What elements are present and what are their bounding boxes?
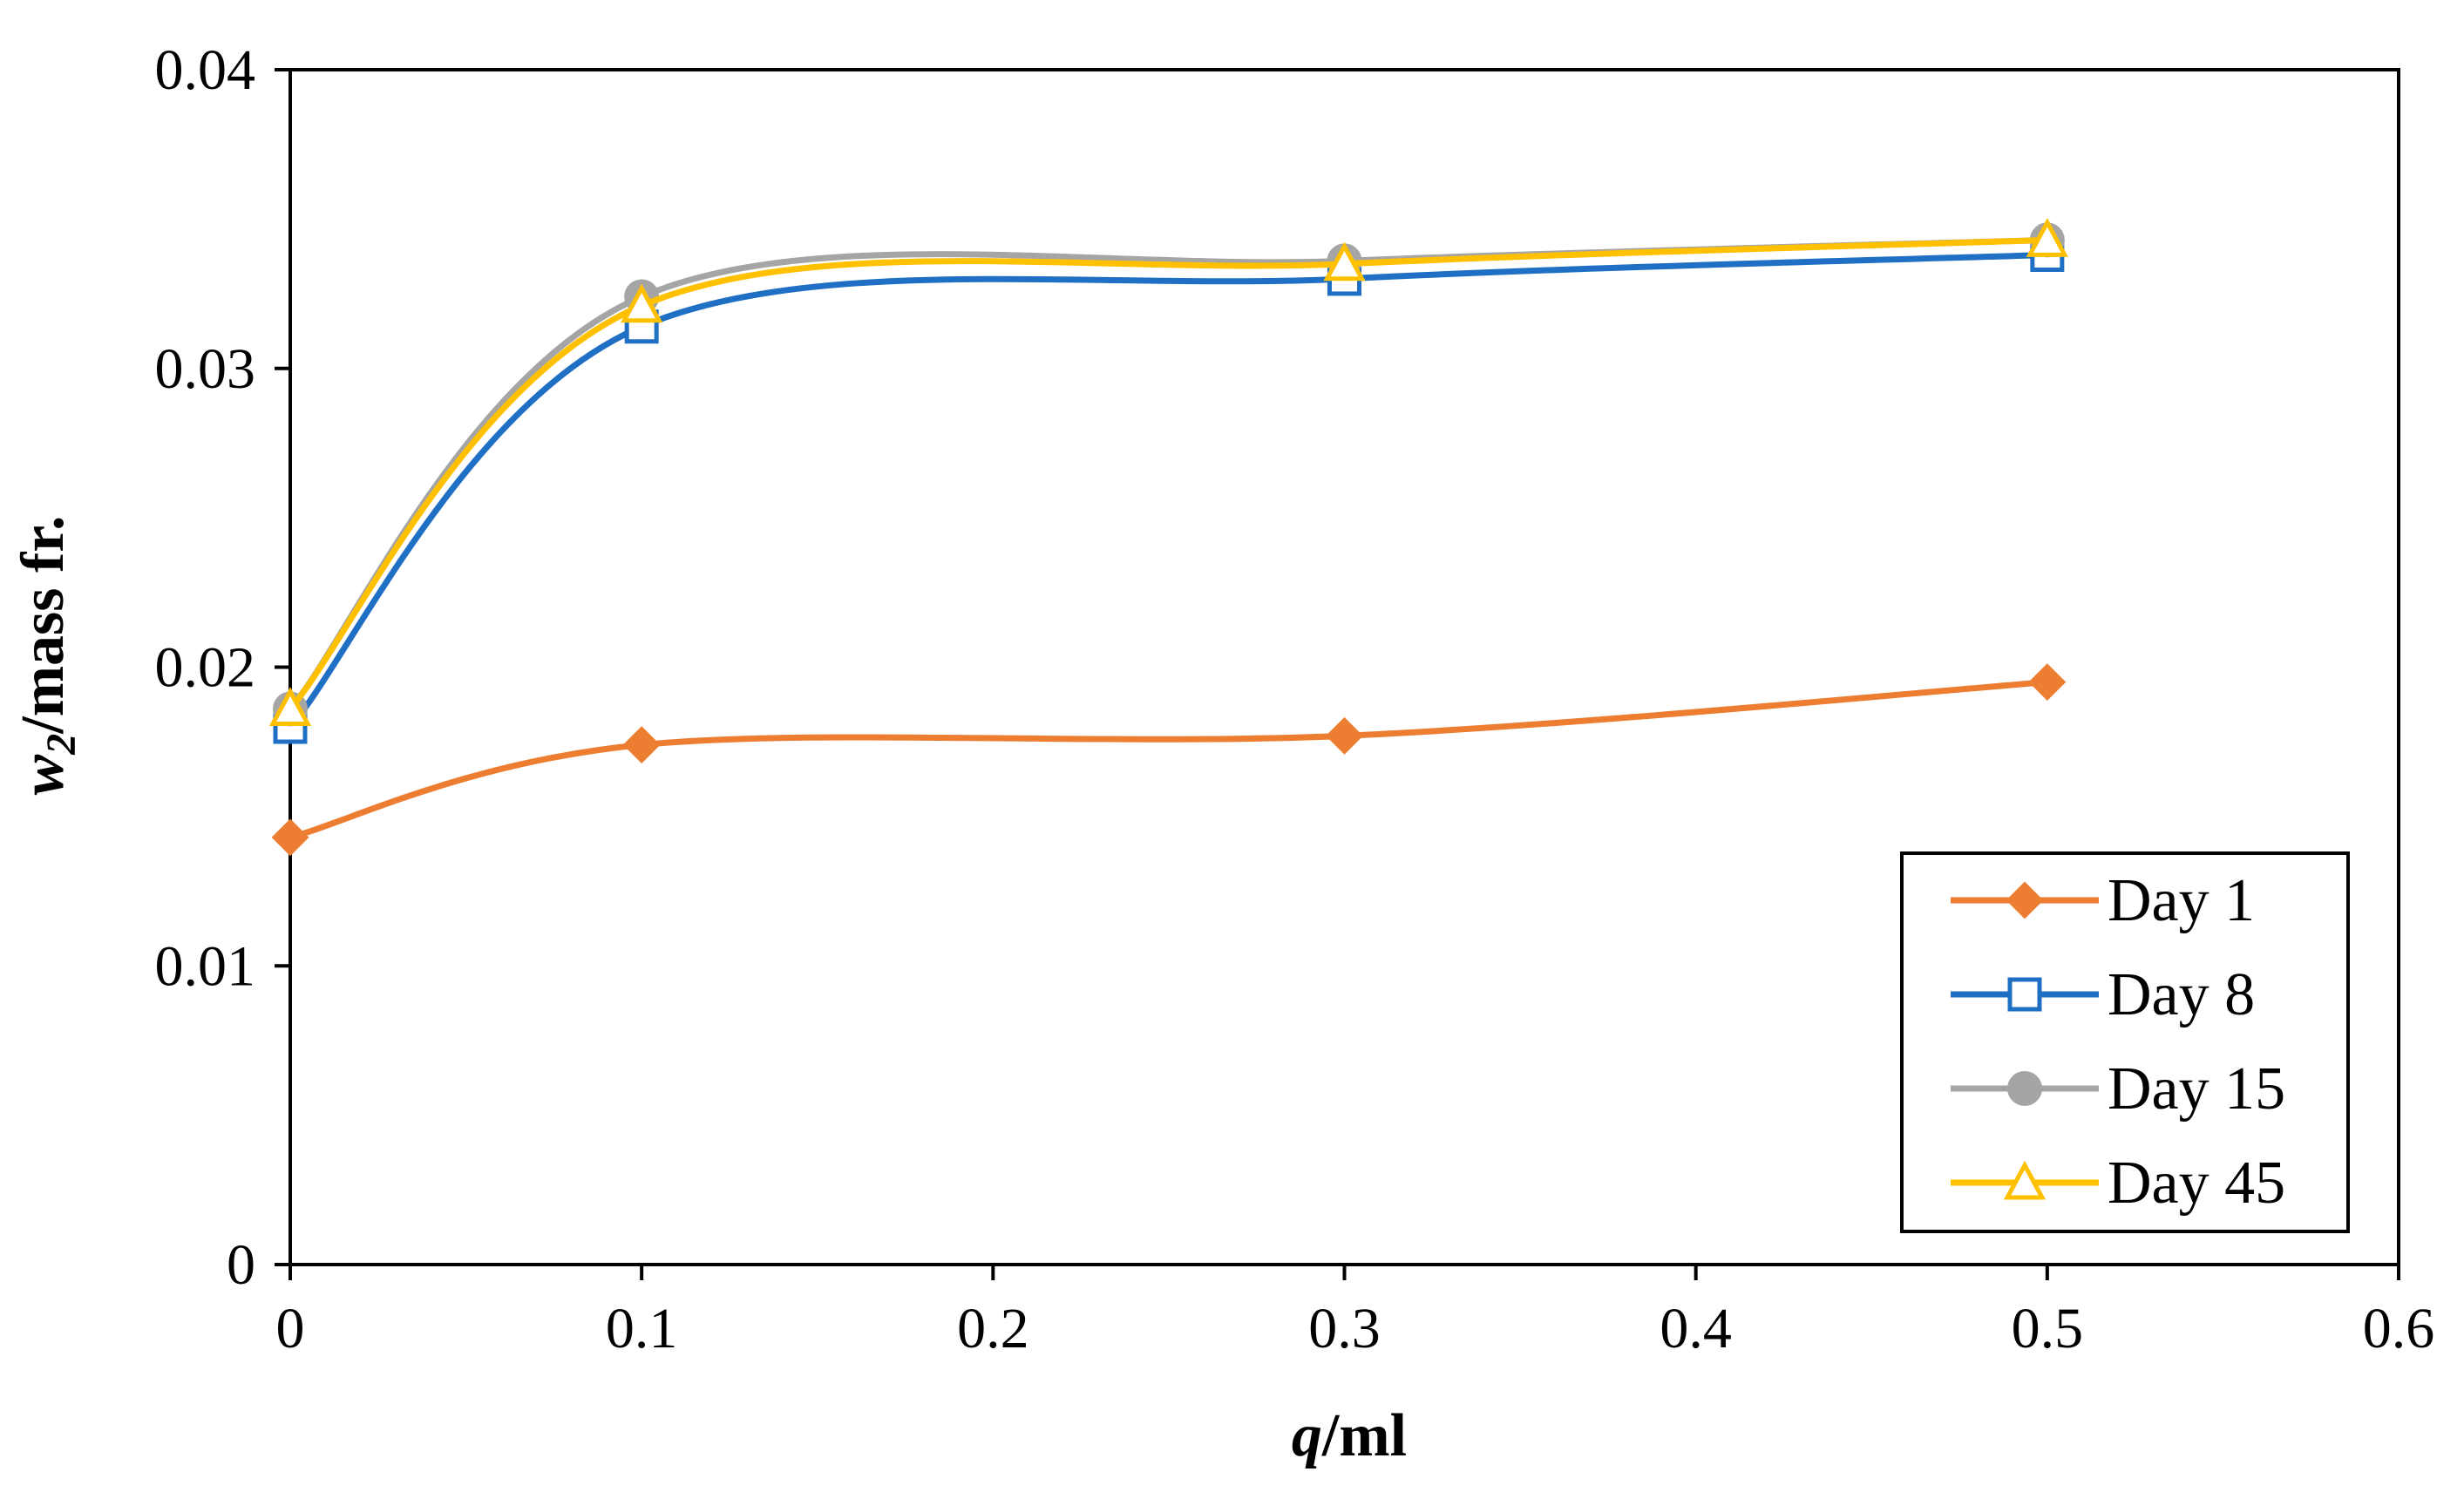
legend-label: Day 15 bbox=[2108, 1055, 2285, 1123]
legend-label: Day 45 bbox=[2108, 1150, 2285, 1217]
y-tick-label: 0.02 bbox=[155, 636, 256, 700]
data-point bbox=[1323, 241, 1366, 281]
legend-entry: Day 45 bbox=[1951, 1150, 2285, 1217]
x-tick-label: 0.3 bbox=[1308, 1297, 1381, 1360]
tick-labels: 0 0.1 0.2 0.3 0.4 0.5 0.6 0 0.01 0.02 0.03 0.04 bbox=[155, 38, 2435, 1360]
data-point bbox=[2026, 218, 2069, 257]
data-point bbox=[268, 687, 312, 726]
x-tick-label: 0.5 bbox=[2012, 1297, 2084, 1360]
y-tick-label: 0.03 bbox=[155, 337, 256, 401]
series-2 bbox=[273, 238, 2065, 744]
y-axis-title: w2/mass fr. bbox=[10, 516, 85, 796]
series-line bbox=[289, 679, 2048, 841]
data-point bbox=[271, 818, 309, 857]
legend-entry: Day 8 bbox=[1951, 961, 2255, 1028]
y-tick-label: 0.01 bbox=[155, 934, 256, 998]
x-tick-label: 0.2 bbox=[957, 1297, 1029, 1360]
y-tick-label: 0.04 bbox=[155, 38, 256, 102]
x-tick-label: 0.6 bbox=[2363, 1297, 2435, 1360]
series-layer bbox=[268, 218, 2069, 857]
legend-label: Day 8 bbox=[2108, 961, 2255, 1028]
legend-swatch-marker bbox=[2003, 1160, 2047, 1200]
series-3 bbox=[273, 222, 2065, 727]
y-tick-label: 0 bbox=[227, 1233, 255, 1297]
data-point bbox=[620, 283, 663, 323]
series-line bbox=[288, 236, 2047, 711]
legend-entry: Day 15 bbox=[1951, 1055, 2285, 1123]
series-line bbox=[288, 236, 2047, 711]
legend-swatch-marker bbox=[2007, 977, 2042, 1012]
legend: Day 1 Day 8 Day 15 Day 45 bbox=[1900, 851, 2350, 1233]
legend-swatch-marker bbox=[2006, 881, 2044, 919]
data-point bbox=[622, 726, 661, 764]
legend-entry: Day 1 bbox=[1951, 867, 2255, 934]
x-tick-label: 0.4 bbox=[1660, 1297, 1732, 1360]
legend-label: Day 1 bbox=[2108, 867, 2255, 934]
legend-swatch-marker bbox=[2007, 1071, 2042, 1106]
series-1 bbox=[271, 663, 2067, 857]
data-point bbox=[1326, 716, 1363, 755]
data-point bbox=[2028, 663, 2067, 702]
legend-box bbox=[1900, 851, 2350, 1233]
x-axis-title: q/ml bbox=[1292, 1402, 1407, 1469]
x-tick-label: 0 bbox=[276, 1297, 305, 1360]
series-line bbox=[288, 252, 2047, 729]
x-tick-label: 0.1 bbox=[606, 1297, 678, 1360]
series-4 bbox=[268, 218, 2069, 726]
